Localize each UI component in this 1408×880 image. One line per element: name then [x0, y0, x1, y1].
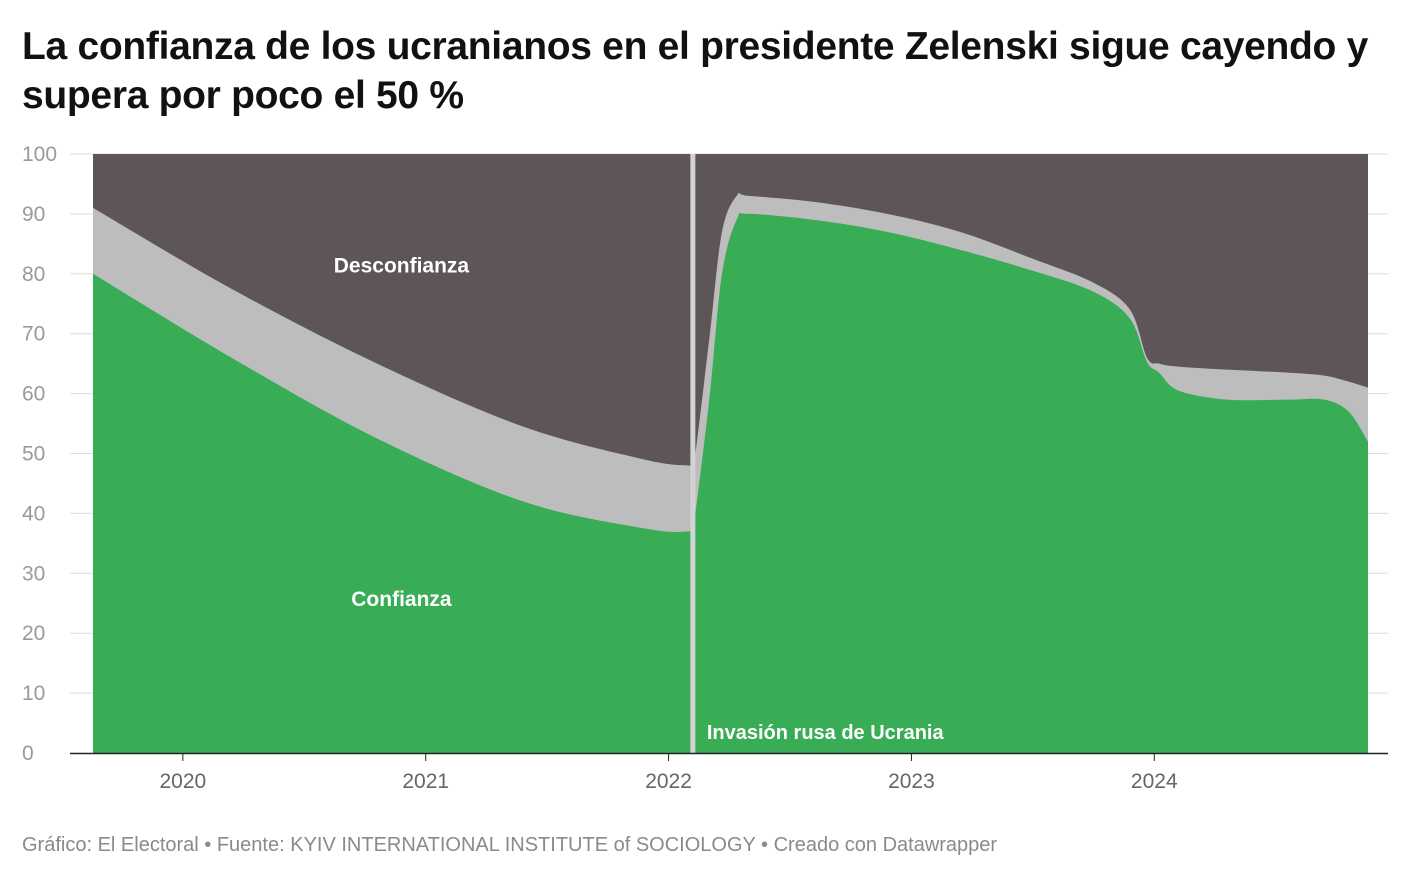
y-tick-label: 100 [22, 143, 57, 166]
y-tick-label: 60 [22, 383, 45, 406]
y-tick-label: 20 [22, 622, 45, 645]
annotation-layer: Invasión rusa de Ucrania [690, 154, 945, 753]
y-tick-label: 80 [22, 263, 45, 286]
chart-title: La confianza de los ucranianos en el pre… [22, 25, 1369, 117]
confianza-label: Confianza [351, 588, 452, 611]
y-tick-label: 70 [22, 323, 45, 346]
y-tick-label: 40 [22, 502, 45, 525]
x-tick-label: 2023 [888, 770, 935, 793]
y-tick-label: 50 [22, 443, 45, 466]
x-tick-label: 2024 [1131, 770, 1178, 793]
y-tick-label: 0 [22, 742, 34, 765]
y-tick-label: 30 [22, 562, 45, 585]
x-tick-label: 2020 [159, 770, 206, 793]
footer-credits: Gráfico: El Electoral • Fuente: KYIV INT… [22, 834, 998, 856]
axis-layer: 2020 2021 2022 2023 2024 [70, 752, 1388, 793]
y-tick-label: 10 [22, 682, 45, 705]
series-label-layer: Desconfianza Confianza [334, 255, 470, 612]
x-tick-label: 2022 [645, 770, 692, 793]
x-tick-label: 2021 [402, 770, 449, 793]
annotation-label: Invasión rusa de Ucrania [707, 722, 945, 744]
confianza-area [93, 213, 1368, 753]
desconfianza-label: Desconfianza [334, 255, 470, 278]
y-tick-label: 90 [22, 203, 45, 226]
area-layer [93, 154, 1368, 753]
